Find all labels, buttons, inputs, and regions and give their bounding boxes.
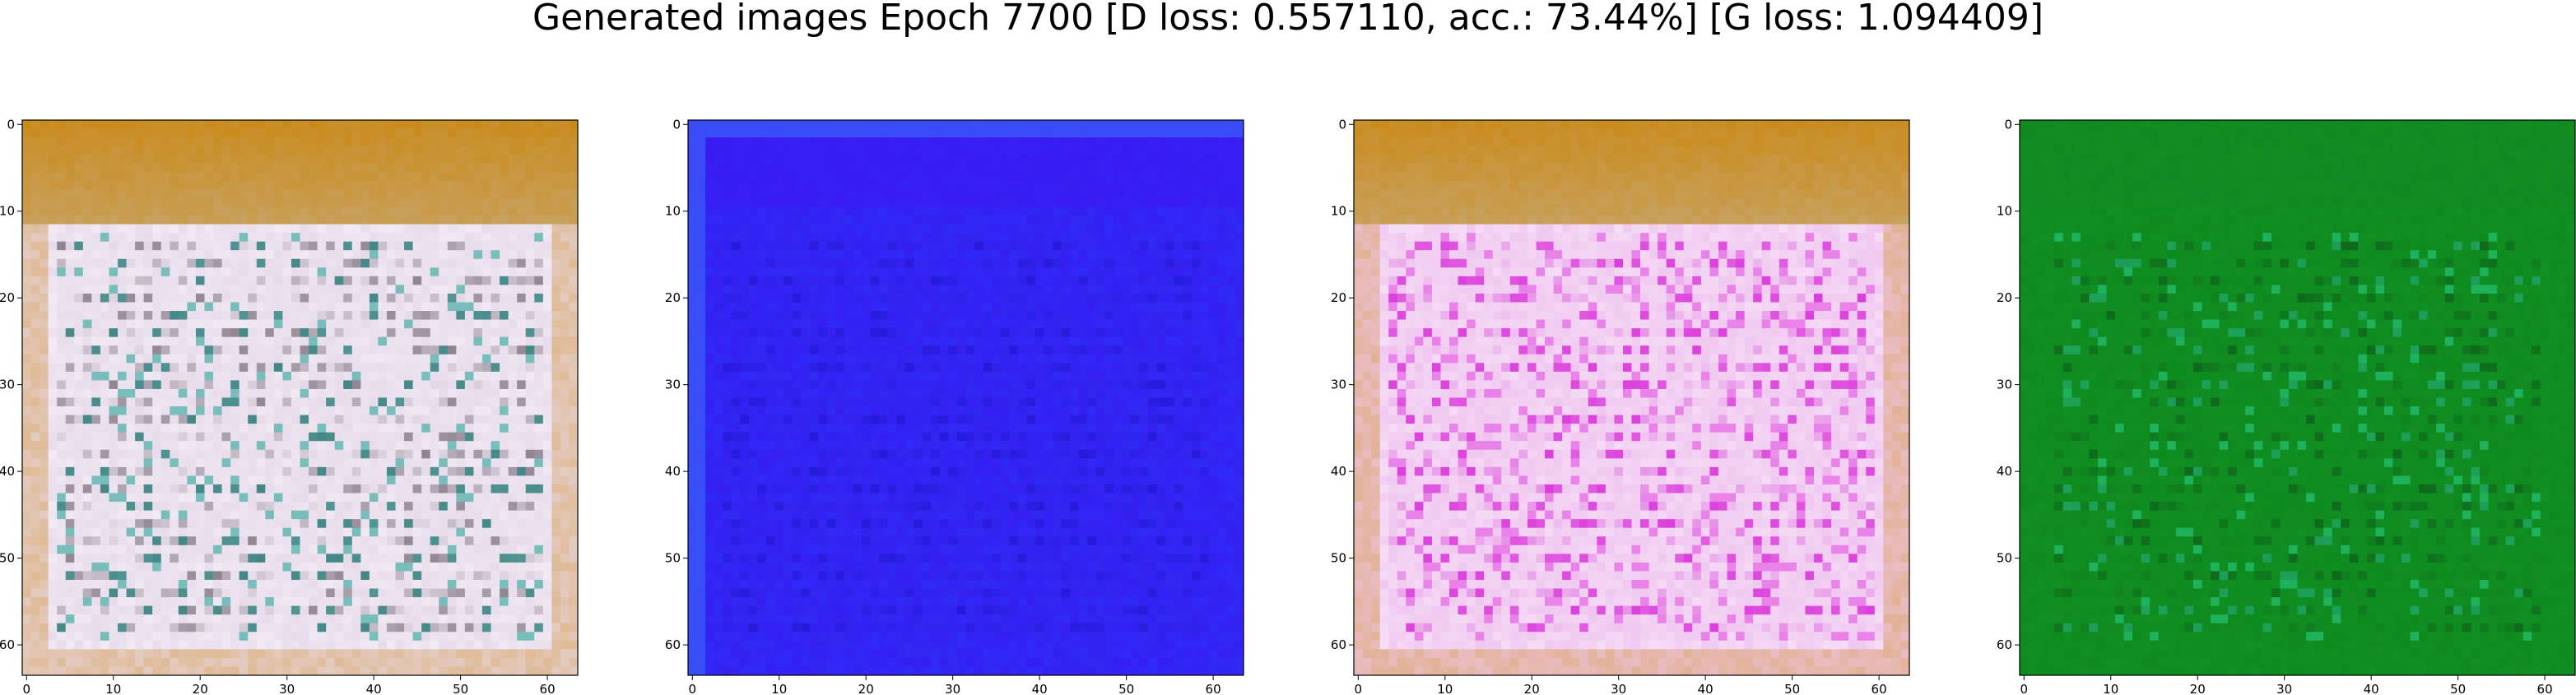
generated-image-1-x-tick-label: 0 xyxy=(23,682,31,695)
generated-image-2-y-tick-label: 50 xyxy=(665,551,681,566)
generated-image-2-y-tick-label: 60 xyxy=(665,637,681,652)
generated-image-1-x-tick-label: 40 xyxy=(366,682,382,695)
generated-image-2-y-tick-label: 20 xyxy=(665,290,681,305)
generated-image-4-x-tick-label: 60 xyxy=(2537,682,2553,695)
generated-image-1: 0 10 20 30 40 50 60 0 10 20 30 40 50 60 xyxy=(0,117,578,695)
generated-image-4-x-tick-label: 50 xyxy=(2450,682,2466,695)
generated-image-2-x-tick-label: 50 xyxy=(1118,682,1134,695)
generated-image-3-x-tick-label: 60 xyxy=(1872,682,1887,695)
generated-image-4-x-tick-label: 30 xyxy=(2276,682,2292,695)
generated-image-4-y-tick-label: 30 xyxy=(1997,378,2012,392)
generated-image-3-y-tick-label: 50 xyxy=(1331,551,1346,566)
generated-image-4-x-tick-label: 20 xyxy=(2190,682,2206,695)
generated-image-2-x-tick-label: 40 xyxy=(1032,682,1048,695)
generated-image-3-x-tick-label: 40 xyxy=(1698,682,1713,695)
generated-image-3-x-tick-label: 10 xyxy=(1437,682,1453,695)
generated-image-2-y-tick-label: 30 xyxy=(665,378,681,392)
generated-image-1-x-tick-label: 30 xyxy=(279,682,295,695)
generated-image-1-x-tick-label: 50 xyxy=(453,682,468,695)
generated-image-2-y-tick-label: 10 xyxy=(665,204,681,219)
generated-image-1-x-tick-label: 10 xyxy=(105,682,121,695)
generated-image-3-y-tick-label: 10 xyxy=(1331,204,1346,219)
generated-image-3-y-tick-label: 20 xyxy=(1331,290,1346,305)
generated-image-3-x-tick-label: 0 xyxy=(1355,682,1363,695)
generated-image-2-y-tick-label: 0 xyxy=(672,117,681,132)
generated-image-1-y-tick-label: 10 xyxy=(0,204,15,219)
generated-image-4-x-tick-label: 0 xyxy=(2020,682,2029,695)
generated-image-2-x-tick-label: 20 xyxy=(858,682,874,695)
generated-image-3: 0 10 20 30 40 50 60 0 10 20 30 40 50 60 xyxy=(1331,117,1909,695)
generated-image-3-y-tick-label: 30 xyxy=(1331,378,1346,392)
generated-image-2-x-tick-label: 30 xyxy=(945,682,960,695)
generated-image-3-x-tick-label: 50 xyxy=(1784,682,1800,695)
generated-image-2-x-tick-label: 10 xyxy=(771,682,787,695)
generated-image-1-y-tick-label: 30 xyxy=(0,378,15,392)
generated-image-2: 0 10 20 30 40 50 60 0 10 20 30 40 50 60 xyxy=(665,117,1244,695)
generated-image-4-y-tick-label: 60 xyxy=(1997,637,2012,652)
generated-image-4-x-tick-label: 40 xyxy=(2364,682,2379,695)
generated-image-3-y-tick-label: 0 xyxy=(1338,117,1346,132)
generated-image-1-y-tick-label: 60 xyxy=(0,637,15,652)
generated-image-4-y-tick-label: 50 xyxy=(1997,551,2012,566)
generated-image-1-x-tick-label: 60 xyxy=(540,682,556,695)
generated-image-1-y-tick-label: 0 xyxy=(7,117,15,132)
generated-image-2-x-tick-label: 0 xyxy=(689,682,697,695)
generated-image-2-x-tick-label: 60 xyxy=(1206,682,1221,695)
generated-image-3-x-tick-label: 30 xyxy=(1611,682,1626,695)
generated-image-4-x-tick-label: 10 xyxy=(2103,682,2118,695)
generated-image-4: 0 10 20 30 40 50 60 0 10 20 30 40 50 60 xyxy=(1997,117,2575,695)
generated-image-3-x-tick-label: 20 xyxy=(1524,682,1540,695)
generated-image-2-y-tick-label: 40 xyxy=(665,464,681,479)
generated-image-4-y-tick-label: 10 xyxy=(1997,204,2012,219)
generated-image-1-y-tick-label: 50 xyxy=(0,551,15,566)
generated-image-1-y-tick-label: 20 xyxy=(0,290,15,305)
generated-image-4-y-tick-label: 0 xyxy=(2004,117,2012,132)
generated-image-4-y-tick-label: 20 xyxy=(1997,290,2012,305)
generated-image-1-x-tick-label: 20 xyxy=(193,682,208,695)
generated-image-3-y-tick-label: 40 xyxy=(1331,464,1346,479)
generated-image-3-y-tick-label: 60 xyxy=(1331,637,1346,652)
generated-image-4-y-tick-label: 40 xyxy=(1997,464,2012,479)
generated-image-1-y-tick-label: 40 xyxy=(0,464,15,479)
